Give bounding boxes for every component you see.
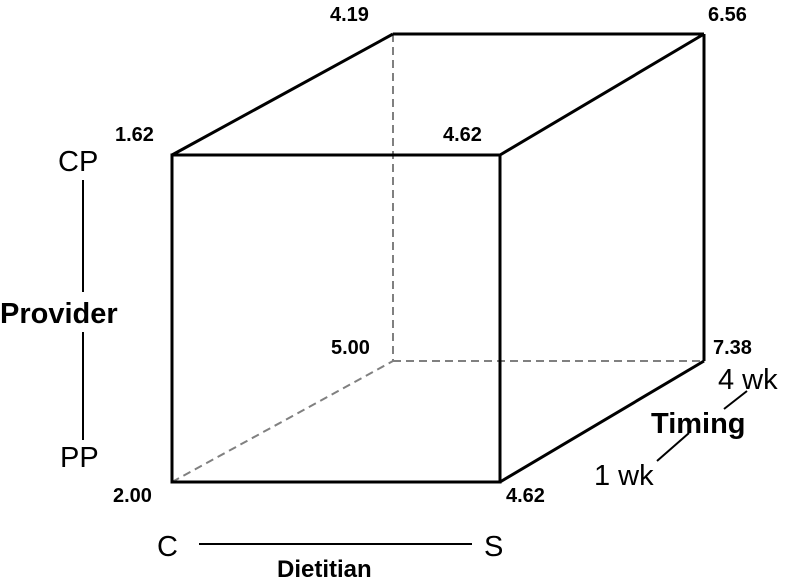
value-back-bottom-left: 5.00 [331, 337, 370, 359]
edge-bottom-right-depth [499, 359, 705, 484]
value-front-top-left: 1.62 [115, 124, 154, 146]
hidden-edge-bottom-left-depth [171, 360, 394, 483]
timing-level-1wk: 1 wk [594, 460, 654, 492]
value-front-bottom-right: 4.62 [506, 485, 545, 507]
value-back-bottom-right: 7.38 [713, 337, 752, 359]
edge-top-left-depth [171, 32, 394, 157]
solid-edges [170, 32, 706, 484]
dietitian-axis-title: Dietitian [277, 556, 372, 580]
axis-lines [82, 180, 748, 545]
timing-level-4wk: 4 wk [718, 364, 778, 396]
provider-level-pp: PP [60, 442, 99, 474]
value-back-top-left: 4.19 [330, 4, 369, 26]
provider-level-cp: CP [58, 146, 98, 178]
value-front-top-right: 4.62 [443, 124, 482, 146]
timing-axis-line-bottom [656, 432, 690, 462]
dietitian-level-c: C [157, 531, 178, 563]
timing-axis-title: Timing [651, 408, 746, 440]
edge-top-right-depth [499, 32, 705, 157]
provider-axis-title: Provider [0, 298, 118, 330]
hidden-edges [171, 34, 704, 483]
front-face [170, 153, 502, 484]
dietitian-level-s: S [484, 531, 503, 563]
value-back-top-right: 6.56 [708, 4, 747, 26]
timing-axis-line-top [723, 390, 748, 410]
value-front-bottom-left: 2.00 [113, 485, 152, 507]
